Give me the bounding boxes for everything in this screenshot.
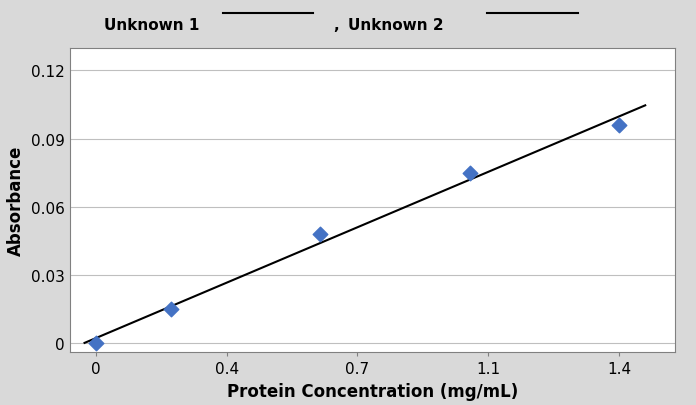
X-axis label: Protein Concentration (mg/mL): Protein Concentration (mg/mL) (227, 382, 518, 400)
Point (464, 170, 475, 177)
Point (90, 340, 102, 347)
Text: ,: , (334, 18, 345, 33)
Text: Unknown 2: Unknown 2 (348, 18, 443, 33)
Text: Unknown 1: Unknown 1 (104, 18, 200, 33)
Y-axis label: Absorbance: Absorbance (8, 145, 25, 256)
Point (315, 231, 326, 238)
Point (165, 306, 176, 313)
Point (613, 122, 624, 129)
